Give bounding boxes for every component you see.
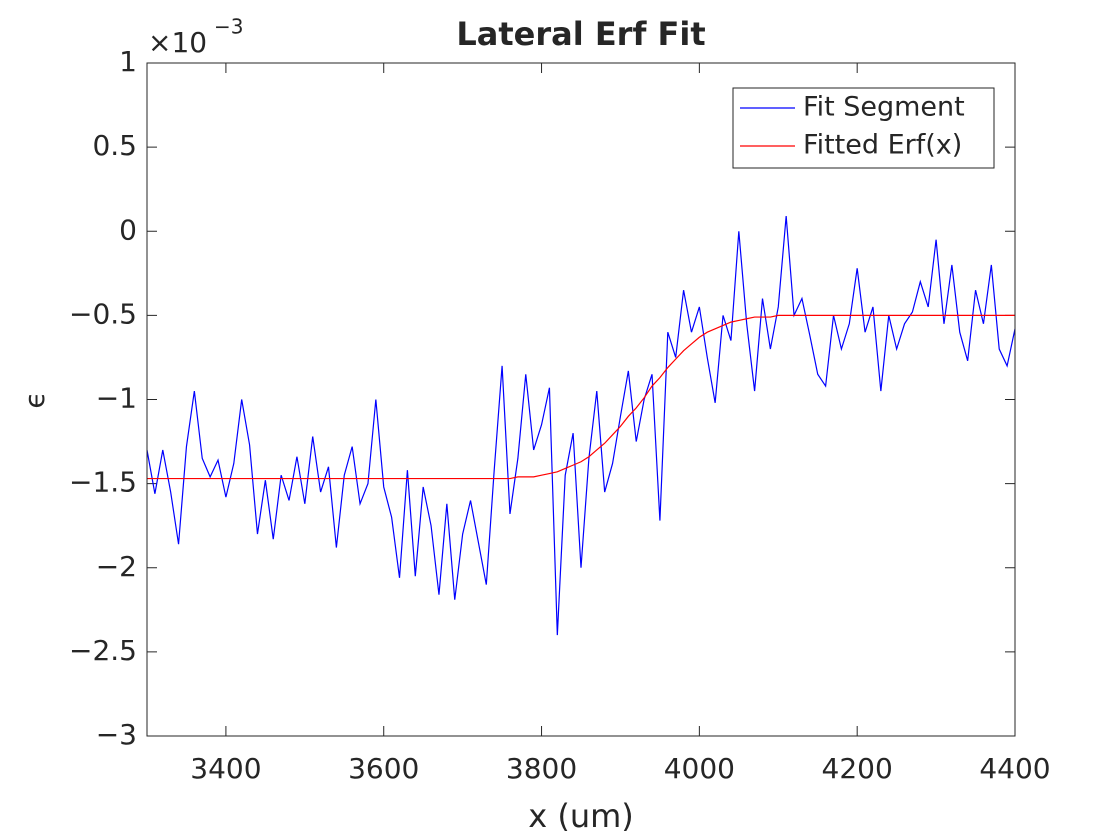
y-tick-label: 1 [119,45,137,78]
x-tick-label: 4400 [979,752,1050,785]
axes-box [146,62,1016,737]
y-tick-label: −2.5 [69,634,137,667]
x-tick-label: 4000 [664,752,735,785]
x-tick-label: 3800 [506,752,577,785]
y-exponent: −3 [214,15,243,39]
y-tick-label: −3 [96,718,137,751]
x-tick-label: 3600 [348,752,419,785]
chart-title: Lateral Erf Fit [456,15,705,53]
y-tick-label: −1 [96,382,137,415]
legend-box [732,87,995,169]
legend-label: Fit Segment [803,92,965,123]
y-tick-label: 0 [119,213,137,246]
y-exponent-base: ×10 [148,26,207,59]
y-tick-label: −0.5 [69,297,137,330]
y-tick-label: 0.5 [92,129,137,162]
y-tick-label: −1.5 [69,466,137,499]
y-tick-label: −2 [96,550,137,583]
y-axis-label: ϵ [18,391,51,408]
x-axis-label: x (um) [528,797,634,835]
legend-label: Fitted Erf(x) [803,130,962,161]
x-tick-label: 3400 [190,752,261,785]
x-tick-label: 4200 [822,752,893,785]
legend: Fit Segment Fitted Erf(x) [732,87,995,169]
data-line [147,314,1015,480]
